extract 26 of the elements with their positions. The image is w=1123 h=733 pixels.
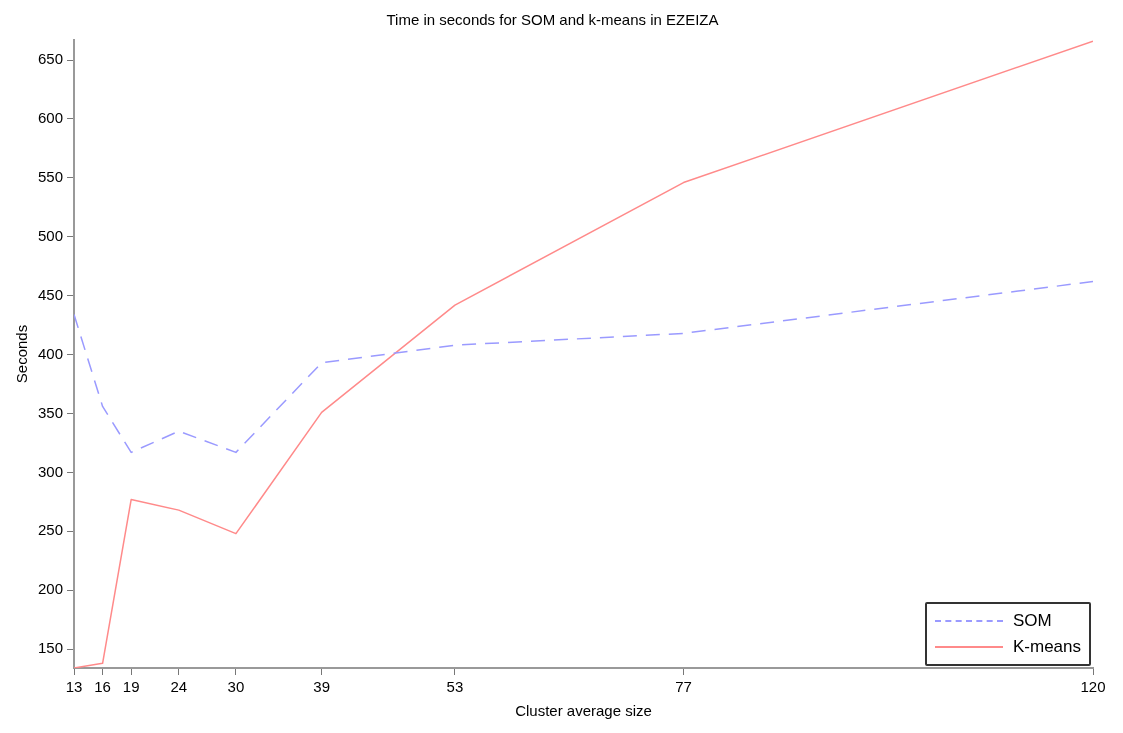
y-tick-label: 400: [38, 344, 64, 362]
x-tick-label: 39: [313, 678, 330, 696]
x-tick-label: 13: [65, 678, 83, 696]
y-tick-label: 450: [38, 285, 64, 303]
x-tick-label: 19: [122, 678, 140, 696]
x-tick-label: 24: [170, 678, 188, 696]
chart-title: Time in seconds for SOM and k-means in EZEIZA: [386, 11, 719, 29]
line-series: [74, 280, 1093, 454]
y-tick-label: 150: [38, 639, 64, 657]
y-tick-label: 600: [38, 109, 64, 127]
x-tick-label: 77: [675, 678, 692, 696]
y-tick-label: 300: [38, 462, 64, 480]
y-tick-label: 550: [38, 167, 64, 185]
x-tick-label: 30: [227, 678, 245, 696]
x-axis-title: Cluster average size: [515, 702, 652, 720]
y-tick-label: 350: [38, 403, 64, 421]
legend-label: SOM: [1013, 610, 1052, 632]
y-tick-label: 650: [38, 50, 64, 68]
y-tick-label: 200: [38, 580, 64, 598]
x-tick-label: 53: [446, 678, 464, 696]
legend-label: K-means: [1013, 636, 1082, 658]
y-tick-label: 250: [38, 521, 64, 539]
x-tick-label: 120: [1080, 678, 1106, 696]
y-axis-title: Seconds: [13, 324, 31, 384]
x-tick-label: 16: [94, 678, 111, 696]
y-tick-label: 500: [38, 226, 64, 244]
